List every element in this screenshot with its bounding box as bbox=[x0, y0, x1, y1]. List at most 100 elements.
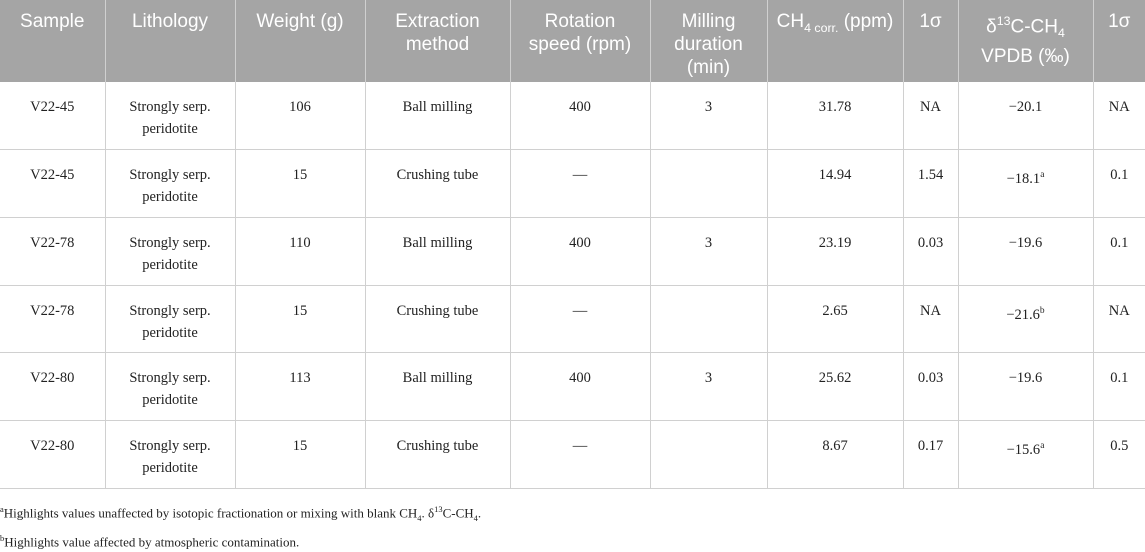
superscript: a bbox=[1040, 440, 1045, 451]
table-cell: 15 bbox=[234, 285, 365, 354]
text: C-CH bbox=[442, 504, 474, 520]
text: 400 bbox=[569, 370, 591, 387]
table-cell: NA bbox=[902, 285, 958, 354]
table-cell: 0.1 bbox=[1092, 149, 1145, 218]
table-cell: Ball milling bbox=[364, 82, 510, 151]
text: 15 bbox=[292, 302, 308, 319]
subscript: 4 corr. bbox=[804, 20, 839, 35]
text: VPDB (‰) bbox=[981, 46, 1070, 68]
table-row: V22-45 Strongly serp. peridotite 15 Crushin… bbox=[0, 149, 1145, 218]
text: 110 bbox=[289, 234, 311, 251]
text: Rotation speed (rpm) bbox=[528, 11, 632, 55]
superscript: a bbox=[1040, 170, 1045, 181]
table-cell: Strongly serp. peridotite bbox=[104, 149, 235, 218]
table-cell: 3 bbox=[649, 352, 767, 421]
header-cell: Lithology bbox=[104, 0, 235, 82]
text: 1σ bbox=[1108, 11, 1131, 32]
footnotes: aHighlights values unaffected by isotopi… bbox=[0, 489, 1145, 552]
table-cell: 113 bbox=[234, 352, 365, 421]
subscript: 4 bbox=[473, 512, 478, 523]
text: 25.62 bbox=[818, 370, 852, 387]
table-cell: Strongly serp. peridotite bbox=[104, 285, 235, 354]
table-cell: NA bbox=[1092, 285, 1145, 354]
text: (ppm) bbox=[838, 11, 894, 32]
footnote: bHighlights value affected by atmospheri… bbox=[0, 528, 1145, 552]
text: V22-80 bbox=[30, 437, 75, 454]
table-cell: — bbox=[509, 285, 650, 354]
text: −18.1 bbox=[1006, 171, 1041, 188]
text: Ball milling bbox=[402, 234, 473, 251]
text: . δ bbox=[421, 504, 435, 520]
text: −19.6 bbox=[1008, 370, 1043, 387]
table-cell: 3 bbox=[649, 82, 767, 151]
text: 0.1 bbox=[1110, 234, 1129, 251]
table-cell: −20.1 bbox=[957, 82, 1093, 151]
table-cell: −15.6a bbox=[957, 420, 1093, 489]
table-cell: 23.19 bbox=[766, 217, 903, 286]
table-cell: 106 bbox=[234, 82, 365, 151]
text: 3 bbox=[704, 99, 713, 115]
text: CH bbox=[776, 11, 805, 32]
text: Crushing tube bbox=[396, 437, 479, 454]
text: 15 bbox=[292, 167, 308, 184]
table-cell: 2.65 bbox=[766, 285, 903, 354]
table-cell: Strongly serp. peridotite bbox=[104, 420, 235, 489]
table-cell: 3 bbox=[649, 217, 767, 286]
text: Strongly serp. peridotite bbox=[129, 234, 211, 273]
text: δ bbox=[986, 16, 997, 38]
text: NA bbox=[920, 99, 941, 115]
superscript: b bbox=[0, 532, 5, 543]
table-cell: −19.6 bbox=[957, 352, 1093, 421]
table-cell: NA bbox=[1092, 82, 1145, 151]
table-cell: Strongly serp. peridotite bbox=[104, 352, 235, 421]
text: V22-45 bbox=[30, 167, 75, 184]
text: — bbox=[572, 302, 588, 319]
text: 0.03 bbox=[917, 370, 944, 387]
header-cell: Milling duration (min) bbox=[649, 0, 767, 82]
text: Highlights value affected by atmospheric… bbox=[4, 533, 300, 549]
text: NA bbox=[1108, 99, 1130, 115]
text: 15 bbox=[292, 437, 308, 454]
text: Weight (g) bbox=[256, 11, 344, 32]
text: 8.67 bbox=[822, 437, 848, 454]
data-table: Sample Lithology Weight (g) Extraction meth… bbox=[0, 0, 1145, 489]
table-cell: 25.62 bbox=[766, 352, 903, 421]
table-cell: 0.1 bbox=[1092, 217, 1145, 286]
text: −21.6 bbox=[1006, 306, 1040, 323]
text: 2.65 bbox=[822, 302, 848, 319]
header-cell: Rotation speed (rpm) bbox=[509, 0, 650, 82]
table-cell: 110 bbox=[234, 217, 365, 286]
header-cell: Extraction method bbox=[364, 0, 510, 82]
text: Sample bbox=[20, 11, 85, 32]
table-cell: Crushing tube bbox=[364, 420, 510, 489]
text: V22-78 bbox=[30, 234, 75, 251]
text: Ball milling bbox=[402, 99, 473, 115]
table-cell: 0.03 bbox=[902, 217, 958, 286]
table-cell: V22-78 bbox=[0, 217, 105, 286]
text: 3 bbox=[704, 370, 713, 387]
text: V22-45 bbox=[30, 99, 75, 115]
table-row: V22-80 Strongly serp. peridotite 15 Crushin… bbox=[0, 420, 1145, 489]
text: 1σ bbox=[919, 11, 942, 32]
table-cell: 400 bbox=[509, 217, 650, 286]
table-row: V22-80 Strongly serp. peridotite 113 Ball m… bbox=[0, 352, 1145, 421]
text: NA bbox=[1108, 302, 1130, 319]
footnote: aHighlights values unaffected by isotopi… bbox=[0, 499, 1145, 528]
text: Crushing tube bbox=[396, 302, 479, 319]
header-cell: CH4 corr. (ppm) bbox=[766, 0, 903, 82]
text: −19.6 bbox=[1008, 234, 1043, 251]
text: 0.03 bbox=[917, 234, 944, 251]
subscript: 4 bbox=[417, 512, 422, 523]
table-cell: V22-45 bbox=[0, 149, 105, 218]
table-cell: Crushing tube bbox=[364, 285, 510, 354]
header-cell: 1σ bbox=[902, 0, 958, 82]
header-cell: Weight (g) bbox=[234, 0, 365, 82]
table-cell: 8.67 bbox=[766, 420, 903, 489]
text: −15.6 bbox=[1006, 441, 1041, 458]
text: 0.5 bbox=[1110, 437, 1129, 454]
table-cell: Ball milling bbox=[364, 217, 510, 286]
header-cell: δ13C-CH4 VPDB (‰) bbox=[957, 0, 1093, 82]
text: Strongly serp. peridotite bbox=[129, 370, 211, 409]
table-cell: V22-80 bbox=[0, 420, 105, 489]
